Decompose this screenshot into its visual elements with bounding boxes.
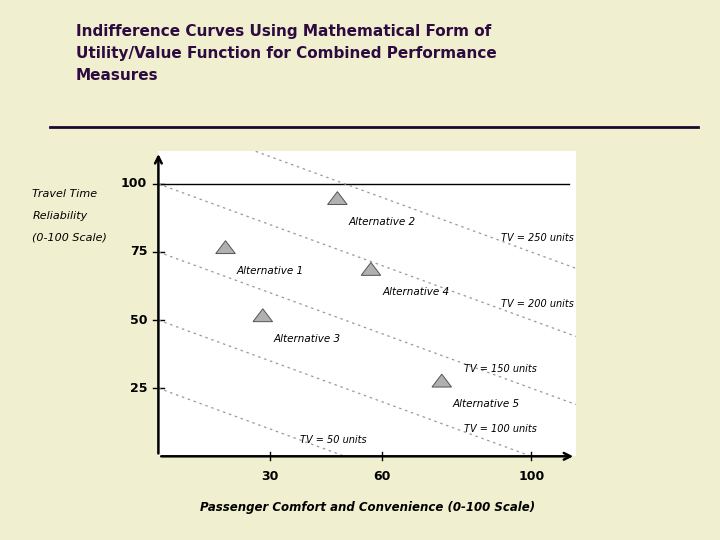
- Text: TV = 100 units: TV = 100 units: [464, 424, 537, 434]
- Text: Alternative 5: Alternative 5: [453, 399, 520, 409]
- Polygon shape: [432, 374, 451, 387]
- Text: 75: 75: [130, 246, 147, 259]
- Text: Utility/Value Function for Combined Performance: Utility/Value Function for Combined Perf…: [76, 46, 496, 61]
- Polygon shape: [216, 241, 235, 254]
- Text: TV = 250 units: TV = 250 units: [501, 233, 575, 244]
- Text: Travel Time: Travel Time: [32, 190, 97, 199]
- Polygon shape: [253, 309, 273, 322]
- Text: 25: 25: [130, 382, 147, 395]
- Text: TV = 150 units: TV = 150 units: [464, 364, 537, 374]
- Text: Alternative 3: Alternative 3: [274, 334, 341, 344]
- Text: 30: 30: [261, 470, 279, 483]
- Polygon shape: [328, 192, 347, 205]
- Text: Indifference Curves Using Mathematical Form of: Indifference Curves Using Mathematical F…: [76, 24, 491, 39]
- Text: Measures: Measures: [76, 68, 158, 83]
- Polygon shape: [361, 262, 381, 275]
- Text: (0-100 Scale): (0-100 Scale): [32, 233, 107, 242]
- Text: 100: 100: [121, 177, 147, 191]
- Text: 50: 50: [130, 314, 147, 327]
- Text: 100: 100: [518, 470, 544, 483]
- Text: 60: 60: [374, 470, 391, 483]
- Text: Alternative 2: Alternative 2: [348, 217, 415, 227]
- Text: Passenger Comfort and Convenience (0-100 Scale): Passenger Comfort and Convenience (0-100…: [199, 501, 535, 514]
- Text: TV = 200 units: TV = 200 units: [501, 299, 575, 309]
- Text: TV = 50 units: TV = 50 units: [300, 435, 366, 445]
- Text: Alternative 4: Alternative 4: [382, 287, 449, 298]
- Text: Alternative 1: Alternative 1: [237, 266, 304, 275]
- Text: Reliability: Reliability: [32, 211, 88, 221]
